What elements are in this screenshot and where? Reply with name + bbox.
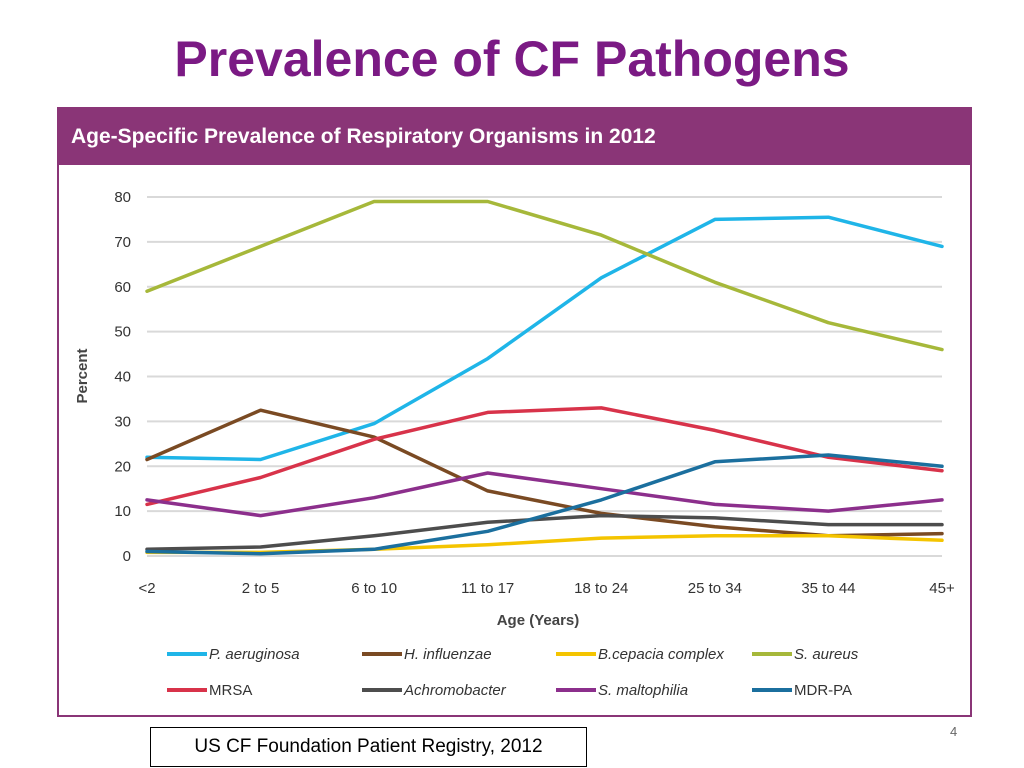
x-tick-label: 45+ [929, 580, 955, 597]
y-tick-label: 70 [114, 234, 131, 251]
x-tick-label: 2 to 5 [242, 580, 280, 597]
x-tick-label: 11 to 17 [461, 580, 514, 597]
y-axis-label: Percent [74, 348, 91, 403]
x-tick-label: <2 [138, 580, 155, 597]
x-tick-label: 25 to 34 [688, 580, 742, 597]
legend-label: MDR-PA [794, 682, 852, 699]
x-tick-label: 6 to 10 [351, 580, 397, 597]
legend-label: Achromobacter [403, 682, 507, 699]
line-chart: 0 10 20 30 40 50 60 70 80 <2 2 to 5 6 to 10 11 to 1… [74, 189, 955, 699]
series-line-2 [145, 534, 944, 555]
chart-panel: Age-Specific Prevalence of Respiratory O… [57, 107, 972, 717]
legend-label: MRSA [209, 682, 252, 699]
series-line-7 [145, 453, 944, 556]
series-line-3 [145, 199, 944, 352]
slide-title: Prevalence of CF Pathogens [174, 31, 850, 87]
chart-title: Age-Specific Prevalence of Respiratory O… [59, 109, 970, 165]
y-tick-label: 30 [114, 413, 131, 430]
y-tick-label: 10 [114, 503, 131, 520]
y-tick-label: 80 [114, 189, 131, 206]
series-line-5 [145, 513, 944, 552]
legend-label: P. aeruginosa [209, 646, 300, 663]
x-tick-label: 18 to 24 [574, 580, 628, 597]
y-tick-label: 40 [114, 369, 131, 386]
source-citation: US CF Foundation Patient Registry, 2012 [150, 727, 587, 767]
y-tick-label: 50 [114, 324, 131, 341]
x-axis-label: Age (Years) [497, 612, 580, 629]
x-tick-labels: <2 2 to 5 6 to 10 11 to 17 18 to 24 25 to 34 3… [138, 580, 955, 597]
x-tick-label: 35 to 44 [801, 580, 855, 597]
series-lines [145, 199, 944, 556]
gridlines [147, 196, 942, 557]
y-tick-label: 60 [114, 279, 131, 296]
page-number: 4 [950, 724, 958, 739]
legend-label: S. maltophilia [598, 682, 688, 699]
y-tick-label: 20 [114, 458, 131, 475]
y-tick-labels: 0 10 20 30 40 50 60 70 80 [114, 189, 131, 565]
legend-label: H. influenzae [404, 646, 492, 663]
legend-label: S. aureus [794, 646, 859, 663]
series-line-6 [145, 471, 944, 518]
series-line-0 [145, 215, 944, 462]
series-line-4 [145, 406, 944, 507]
y-tick-label: 0 [123, 548, 131, 565]
legend-label: B.cepacia complex [598, 646, 724, 663]
legend: P. aeruginosa H. influenzae B.cepacia comp… [167, 646, 859, 699]
